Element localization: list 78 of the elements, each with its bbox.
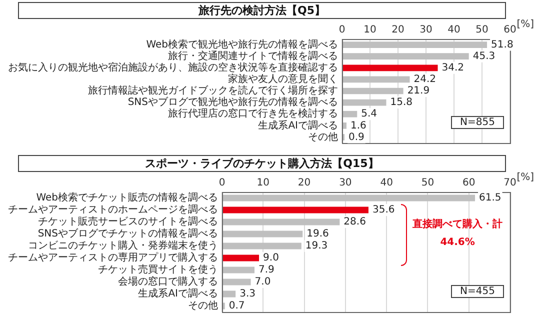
y-tick-label: 家族や友人の意見を聞く [228,73,338,86]
bar [222,194,476,202]
y-tick-label: Web検索でチケット販売の情報を調べる [36,192,218,204]
data-label: 61.5 [479,192,502,204]
data-label: 34.2 [442,62,464,74]
y-tick-label: 旅行代理店の窓口で行き先を検討する [168,108,338,120]
x-tick-label: 40 [380,178,393,189]
x-tick-label: 30 [420,24,432,36]
x-tick-label: 0 [338,24,346,36]
sample-size-box: N=455 [451,285,504,298]
y-tick-label: その他 [188,300,218,312]
y-tick-label: 旅行・交通関連サイトで情報を調べる [168,50,338,62]
y-tick-label: 生成系AIで調べる [138,288,218,300]
y-tick-label: SNSやブログで観光地や旅行先の情報を調べる [128,96,338,108]
data-label: 51.8 [491,39,514,50]
data-label: 9.0 [263,252,279,264]
y-tick-label: 生成系AIで調べる [258,119,338,132]
data-label: 7.9 [258,264,274,276]
annotation: 直接調べて購入・計 [412,217,503,232]
chart-title: 旅行先の検討方法【Q5】 [18,2,506,19]
bar [222,266,255,274]
data-label: 3.3 [240,288,256,300]
bar [342,64,438,72]
y-tick-label: 旅行情報誌や観光ガイドブックを読んで行く場所を探す [88,84,338,97]
bar [222,242,302,250]
data-label: 19.3 [305,240,328,252]
data-label: 45.3 [472,50,496,62]
chart-title: スポーツ・ライブのチケット購入方法【Q15】 [18,155,506,172]
y-tick-label: チームやアーティストの専用アプリで購入する [8,252,218,264]
bar [342,99,386,106]
bar [222,218,340,226]
data-label: 5.4 [361,108,378,120]
annotation: 44.6% [439,236,476,250]
x-tick-label: 40 [448,24,460,36]
x-tick-label: 50 [421,178,434,189]
x-tick-label: 20 [298,178,311,189]
data-label: 28.6 [344,216,366,228]
bar [342,42,488,48]
x-axis-title: [%] [516,19,534,30]
bar [342,53,469,60]
x-tick-label: 70 [504,178,516,189]
data-label: 19.6 [306,228,329,240]
data-label: 7.0 [254,276,271,288]
x-tick-label: 60 [462,178,476,189]
y-tick-label: チケット売買サイトを使う [98,264,218,276]
x-tick-label: 30 [339,178,352,189]
bar [222,206,368,214]
bar [222,290,236,298]
y-tick-label: チームやアーティストのホームページを調べる [8,204,218,216]
data-label: 21.9 [407,86,430,97]
bar [342,88,404,94]
y-tick-label: お気に入りの観光地や宿泊施設があり、施設の空き状況等を直接確認する [8,61,338,74]
bar [222,278,251,286]
y-tick-label: 会場の窓口で購入する [118,276,218,288]
y-tick-label: その他 [308,130,338,143]
x-tick-label: 20 [392,24,404,36]
data-label: 1.6 [350,120,366,132]
x-tick-label: 50 [476,24,488,36]
bar [342,122,346,129]
y-tick-label: Web検索で観光地や旅行先の情報を調べる [146,38,338,50]
y-tick-label: コンビニのチケット購入・発券端末を使う [28,240,218,252]
data-label: 24.2 [414,74,436,86]
bar [342,76,410,83]
data-label: 0.7 [228,300,245,312]
x-tick-label: 10 [364,24,376,36]
y-tick-label: チケット販売サービスのサイトを調べる [38,216,218,228]
bar [222,230,303,238]
sample-size-box: N=855 [451,116,504,129]
x-axis-title: [%] [516,172,534,183]
x-tick-label: 60 [504,24,516,36]
data-label: 35.6 [372,204,395,216]
data-label: 15.8 [390,97,413,108]
y-tick-label: SNSやブログでチケットの情報を調べる [38,228,218,240]
x-tick-label: 10 [256,178,270,189]
bar [222,254,260,262]
x-tick-label: 0 [218,178,226,189]
data-label: 0.9 [348,132,364,143]
bar [342,110,358,118]
